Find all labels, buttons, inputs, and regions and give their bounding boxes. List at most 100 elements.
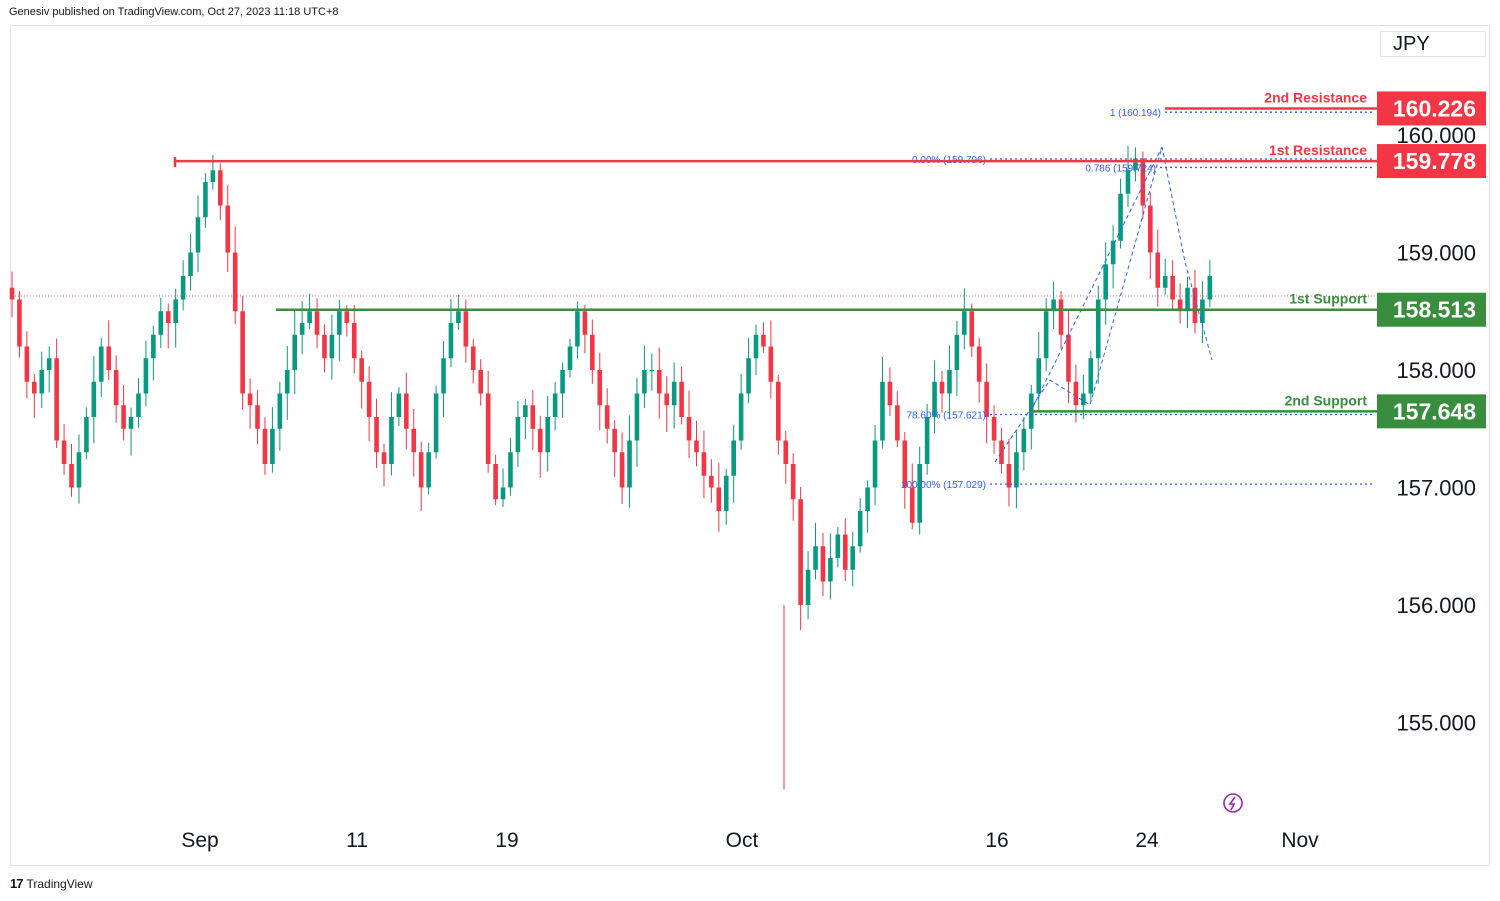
- candle: [880, 356, 885, 449]
- candle: [731, 424, 736, 503]
- candle-body: [984, 381, 989, 417]
- candle: [1133, 147, 1138, 182]
- candle-body: [761, 334, 766, 347]
- candle-body: [262, 428, 268, 464]
- y-tick-label: 155.000: [1396, 711, 1476, 736]
- candle: [590, 319, 595, 384]
- candle-body: [575, 311, 580, 347]
- candle: [537, 415, 543, 478]
- x-tick-label: Sep: [181, 829, 218, 852]
- candle: [1177, 283, 1183, 324]
- candle-body: [493, 464, 498, 500]
- candle-body: [113, 370, 119, 406]
- candle-body: [939, 381, 945, 394]
- candle-body: [1036, 358, 1042, 394]
- candle: [902, 431, 908, 509]
- candle-body: [947, 370, 952, 394]
- candles-layer: [9, 145, 1213, 790]
- tradingview-footer[interactable]: 17 TradingView: [10, 876, 93, 891]
- candle: [530, 389, 536, 451]
- candle: [418, 441, 424, 511]
- candle-body: [753, 334, 759, 359]
- candle: [24, 331, 30, 399]
- candle: [240, 296, 245, 410]
- alert-icon[interactable]: [1223, 793, 1243, 813]
- candle-body: [478, 370, 484, 394]
- candle: [1118, 178, 1123, 249]
- candle-body: [627, 440, 632, 488]
- candle-body: [396, 393, 402, 417]
- y-tick-label: 159.000: [1396, 241, 1476, 266]
- candle-body: [746, 358, 751, 394]
- candle: [612, 420, 617, 478]
- y-tick-label: 156.000: [1396, 593, 1476, 618]
- candle: [1200, 281, 1205, 343]
- candle: [470, 339, 476, 384]
- candle: [247, 378, 253, 429]
- level-name-label: 1st Resistance: [1269, 142, 1367, 158]
- candle: [143, 340, 149, 407]
- candle: [91, 356, 97, 444]
- candle-body: [292, 334, 298, 370]
- price-badge-bg: [1377, 292, 1486, 327]
- candle-body: [530, 405, 536, 429]
- candle-body: [470, 346, 476, 370]
- candle: [61, 424, 67, 475]
- candle-body: [1170, 276, 1175, 300]
- currency-selector[interactable]: JPY: [1380, 31, 1486, 57]
- candle: [366, 366, 372, 442]
- candle-body: [1185, 287, 1190, 312]
- candle: [909, 463, 915, 530]
- candle-body: [887, 381, 893, 406]
- candle-body: [783, 440, 789, 464]
- candle: [374, 398, 379, 469]
- candle-body: [54, 358, 59, 441]
- candle-body: [1110, 240, 1116, 265]
- candle-body: [969, 311, 975, 347]
- candle: [485, 370, 491, 473]
- candle-body: [776, 381, 781, 441]
- candle-body: [709, 475, 714, 488]
- chart-frame: [10, 25, 1490, 866]
- y-tick-label: 160.000: [1396, 123, 1476, 148]
- x-tick-label: 16: [985, 829, 1008, 852]
- candle: [954, 320, 960, 396]
- price-badge-value: 160.226: [1393, 95, 1476, 121]
- candle-body: [433, 393, 439, 453]
- candle: [709, 459, 714, 503]
- candle-body: [411, 428, 417, 453]
- candle-body: [880, 381, 885, 441]
- candle-body: [448, 323, 454, 359]
- candle-body: [604, 405, 610, 429]
- candle-body: [1162, 276, 1168, 288]
- candle-body: [203, 182, 208, 218]
- candle: [813, 522, 818, 580]
- candle: [121, 385, 126, 441]
- candle-body: [679, 381, 684, 417]
- candle: [679, 366, 684, 425]
- candle: [783, 430, 789, 484]
- candle-body: [218, 170, 223, 206]
- candle-body: [98, 346, 104, 382]
- candle-body: [634, 393, 640, 441]
- candle-body: [1177, 299, 1183, 312]
- candle: [1103, 242, 1108, 325]
- candle-body: [597, 370, 603, 406]
- candle: [1110, 225, 1116, 289]
- candle-body: [976, 346, 982, 382]
- candle-body: [954, 334, 960, 370]
- candle-body: [9, 287, 15, 300]
- candle-body: [17, 299, 22, 347]
- candle-body: [359, 358, 364, 382]
- candle-body: [701, 452, 707, 476]
- candle-body: [917, 464, 922, 523]
- candle: [441, 341, 446, 417]
- candle-body: [872, 440, 878, 488]
- candle-body: [247, 393, 253, 406]
- candle: [329, 314, 335, 380]
- x-tick-label: 19: [495, 829, 518, 852]
- candle: [560, 362, 565, 419]
- candle-body: [1155, 252, 1161, 288]
- candle: [232, 226, 238, 324]
